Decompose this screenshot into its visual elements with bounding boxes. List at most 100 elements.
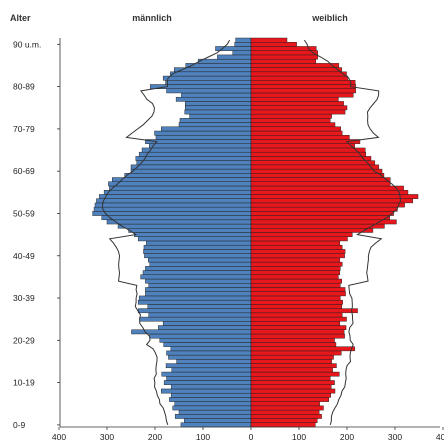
female-bar [250,367,333,373]
female-bar [250,58,317,64]
male-bar [92,211,252,216]
female-bar [250,130,343,136]
male-bar [179,118,252,123]
male-bar [136,160,252,166]
female-bar [250,359,332,364]
female-bar [250,291,346,297]
male-bar [108,181,252,187]
female-bar [250,50,318,56]
male-bar [197,58,252,64]
female-bar [250,37,288,43]
male-bar [174,401,252,407]
female-bar [250,342,337,347]
male-bar [171,392,252,398]
male-bar [130,164,252,170]
male-bar [170,71,252,77]
female-bar [250,219,397,225]
male-bar [148,312,252,318]
male-bar [131,329,252,335]
male-bar [168,354,252,360]
male-bar [109,185,252,191]
female-bar [250,118,331,123]
female-bar [250,42,297,47]
female-bar [250,278,342,284]
female-bar [250,308,358,314]
female-bar [250,228,374,233]
x-tick-label: 100 [292,432,306,442]
male-bar [175,96,252,102]
male-bar [101,215,252,221]
male-bar [159,337,252,343]
female-bar [250,198,413,204]
male-bar [185,63,252,68]
male-bar [145,266,252,271]
female-bar [250,283,341,288]
female-bar [250,392,331,398]
female-bar [250,113,332,119]
comparison-outline [101,39,402,426]
female-bar [250,325,347,330]
male-bar [148,283,252,288]
female-bar [250,223,385,229]
female-bar [250,376,331,381]
comparison-line-female [303,39,402,426]
female-bar [250,177,391,182]
male-bar [232,50,252,56]
male-bar [145,278,252,284]
x-tick-label: 300 [388,432,402,442]
x-tick-label: 0 [249,432,254,442]
male-bar [137,299,252,305]
male-bar [181,92,252,98]
female-bar [250,202,405,208]
male-bar [141,147,252,153]
female-bar [250,96,339,102]
female-bar [250,122,336,128]
male-bar [142,270,252,276]
x-tick-label: 400 [436,432,444,442]
male-bar [145,287,252,292]
age-label: 60-69 [13,166,35,176]
x-tick-label: 300 [100,432,114,442]
male-bar [145,139,252,144]
male-bar [176,359,252,364]
male-header: männlich [132,13,172,23]
x-tick-labels: 400 300 200 100 0 100 200 300 400 [52,432,444,442]
female-bar [250,304,342,309]
male-bar [106,219,252,225]
x-tick-label: 400 [52,432,66,442]
female-bar [250,156,372,161]
female-bar [250,274,339,280]
male-bar [103,189,252,195]
male-bar [189,113,252,119]
y-axis-header: Alter [10,13,31,23]
male-bar [134,232,252,237]
female-bar [250,354,334,360]
male-series [92,37,252,428]
male-bar [124,173,252,178]
female-bar [250,240,341,246]
male-bar [178,409,252,415]
age-label: 80-89 [13,82,35,92]
female-bar [250,185,404,191]
male-bar [165,363,252,369]
male-bar [130,168,252,174]
female-bar [250,173,385,178]
male-bar [184,109,252,115]
male-bar [128,228,252,233]
male-bar [145,291,252,297]
comparison-line-male [101,39,231,426]
male-bar [169,397,252,402]
age-label: 70-79 [13,124,35,134]
female-bar [250,261,343,267]
female-bar [250,168,383,174]
female-bar [250,253,345,259]
male-bar [162,75,252,81]
female-bar [250,401,320,407]
male-bar [155,135,252,140]
male-bar [235,37,252,43]
male-bar [146,240,252,246]
female-bar [250,101,344,106]
male-bar [165,80,252,85]
female-bar [250,63,340,68]
female-bar [250,384,332,390]
